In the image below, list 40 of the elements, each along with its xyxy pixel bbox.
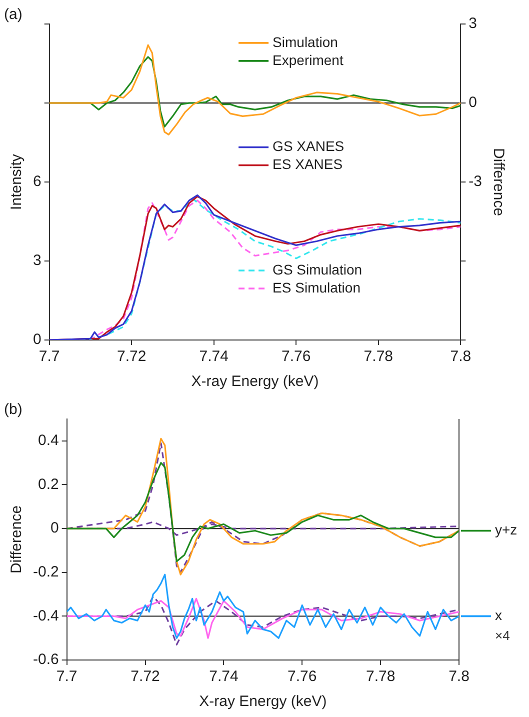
- y-tick-label: 0.2: [38, 476, 59, 493]
- y-tick-label: -0.6: [32, 651, 59, 668]
- x-tick-label: 7.76: [282, 348, 311, 366]
- chart-title: (a): [4, 6, 22, 24]
- x-tick-label: 7.72: [117, 348, 146, 366]
- legend-label: Experiment: [272, 52, 344, 68]
- x-axis-title: X-ray Energy (keV): [191, 373, 319, 390]
- y-axis-title: Difference: [8, 505, 26, 574]
- y-axis-title: Intensity: [8, 154, 26, 210]
- x-tick-label: 7.72: [130, 668, 160, 686]
- y-tick-label: 6: [33, 173, 42, 190]
- y-tick-label: 0.4: [38, 432, 59, 450]
- y2-axis-title: Difference: [490, 148, 507, 216]
- legend-label: GS Simulation: [272, 261, 362, 278]
- y2-tick-label: 3: [468, 15, 478, 32]
- y2-tick-label: -3: [468, 173, 482, 190]
- x-tick-label: 7.78: [364, 348, 393, 366]
- x-tick-label: 7.8: [448, 668, 470, 686]
- y-tick-label: 3: [33, 252, 42, 270]
- x-tick-label: 7.76: [288, 668, 317, 686]
- legend-label: y+z: [495, 522, 518, 538]
- x-tick-label: 7.74: [199, 348, 228, 366]
- x-tick-label: 7.74: [209, 668, 238, 686]
- y2-tick-label: 0: [468, 94, 478, 112]
- x-tick-label: 7.7: [56, 668, 78, 686]
- legend-label: x: [495, 607, 502, 624]
- y-tick-label: -0.2: [32, 564, 59, 581]
- legend-label: ES Simulation: [272, 279, 360, 296]
- legend-label: GS XANES: [272, 138, 344, 154]
- x-tick-label: 7.8: [450, 348, 472, 366]
- y-tick-label: -0.4: [32, 607, 59, 624]
- y-tick-label: 0: [50, 520, 59, 537]
- x-axis-title: X-ray Energy (keV): [199, 693, 327, 710]
- y-tick-label: 0: [33, 331, 42, 348]
- x-tick-label: 7.78: [366, 668, 396, 686]
- chart-title: (b): [4, 401, 22, 418]
- x-tick-label: 7.7: [38, 348, 60, 366]
- text: ×4: [495, 628, 510, 643]
- legend-label: ES XANES: [272, 156, 343, 172]
- legend-label: Simulation: [272, 34, 338, 50]
